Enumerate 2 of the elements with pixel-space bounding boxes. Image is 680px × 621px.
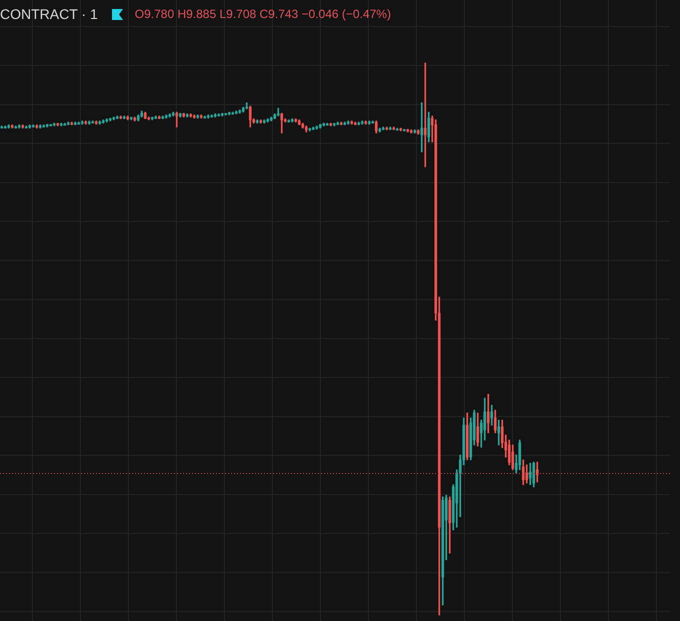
chart-title: CONTRACT · 1 xyxy=(0,6,98,22)
chart-subtitle: O9.780 H9.885 L9.708 C9.743 −0.046 (−0.47%) xyxy=(134,7,391,21)
